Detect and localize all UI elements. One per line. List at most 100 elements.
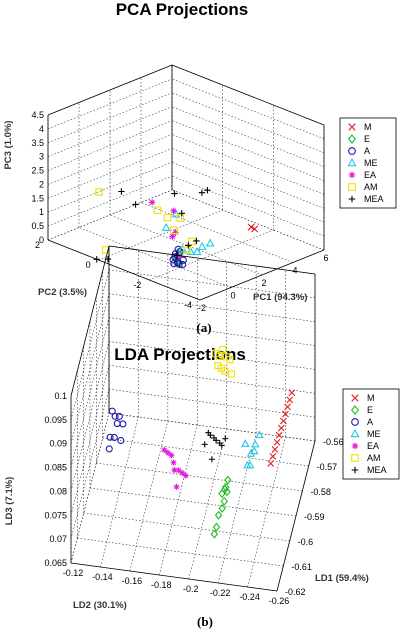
data-point-am bbox=[226, 355, 234, 364]
data-point-me bbox=[161, 222, 171, 231]
legend-label-am: AM bbox=[364, 182, 378, 192]
legend-marker-mea bbox=[348, 195, 356, 203]
legend-marker-am bbox=[351, 454, 359, 462]
data-point-mea bbox=[201, 441, 208, 448]
data-point-m bbox=[282, 410, 289, 418]
legend-label-ea: EA bbox=[367, 441, 379, 451]
z-tick-label: 0 bbox=[39, 235, 44, 245]
legend-marker-m bbox=[351, 394, 359, 402]
lda-chart: LDA Projections 0.065 0.07 0.075 0.08 0.085 0… bbox=[4, 245, 400, 629]
data-point-am bbox=[183, 246, 191, 255]
data-point-mea bbox=[198, 189, 206, 196]
legend-label-ea: EA bbox=[364, 170, 376, 180]
legend-marker-ea bbox=[348, 171, 356, 179]
z-tick-label: 0.095 bbox=[44, 415, 67, 425]
y-tick-label: -0.2 bbox=[183, 584, 199, 594]
data-point-ea bbox=[164, 449, 171, 456]
data-point-a bbox=[106, 433, 114, 441]
data-point-mea bbox=[185, 242, 192, 249]
x-tick-label: -0.59 bbox=[304, 512, 325, 522]
data-point-am bbox=[163, 213, 172, 222]
data-point-e bbox=[218, 489, 226, 499]
data-point-a bbox=[105, 445, 113, 453]
x-axis-label: PC1 (94.3%) bbox=[253, 292, 307, 303]
data-point-mea bbox=[171, 190, 178, 197]
data-point-am bbox=[153, 206, 162, 214]
data-point-ea bbox=[175, 252, 183, 260]
data-point-e bbox=[210, 529, 219, 539]
y-tick-label: 2 bbox=[35, 240, 40, 250]
legend-label-mea: MEA bbox=[364, 194, 384, 204]
data-point-me bbox=[245, 460, 255, 469]
y-tick-label: -0.18 bbox=[151, 580, 172, 590]
legend-marker-m bbox=[348, 123, 356, 131]
legend-marker-me bbox=[350, 428, 360, 438]
x-tick-label: -0.62 bbox=[285, 587, 306, 597]
x-tick-label: 4 bbox=[292, 266, 297, 276]
data-point-me bbox=[205, 238, 215, 247]
data-point-mea bbox=[207, 432, 214, 439]
data-point-mea bbox=[118, 188, 125, 195]
z-tick-label: 0.09 bbox=[49, 439, 67, 449]
legend-label-a: A bbox=[367, 417, 373, 427]
data-point-m bbox=[267, 460, 275, 467]
data-point-mea bbox=[218, 442, 225, 449]
data-point-ea bbox=[179, 469, 186, 476]
y-tick-label: 0 bbox=[86, 260, 91, 270]
legend-marker-a bbox=[348, 147, 356, 155]
data-point-me bbox=[192, 247, 202, 256]
data-point-ea bbox=[173, 483, 180, 490]
z-tick-label: 4.5 bbox=[31, 110, 44, 120]
data-point-m bbox=[275, 431, 283, 439]
legend-label-a: A bbox=[364, 146, 370, 156]
data-point-e bbox=[223, 487, 231, 497]
x-tick-label: 2 bbox=[261, 278, 266, 288]
legend-marker-mea bbox=[351, 466, 359, 474]
y-tick-label: -0.24 bbox=[239, 592, 260, 602]
lda-chart-panel: LDA Projections 0.065 0.07 0.075 0.08 0.085 0… bbox=[0, 245, 409, 637]
data-point-a bbox=[117, 436, 125, 445]
y-tick-label: -0.16 bbox=[122, 576, 143, 586]
z-tick-label: 1.5 bbox=[31, 193, 44, 203]
z-axis-label: PC3 (1.0%) bbox=[3, 120, 14, 169]
y-tick-label: -0.14 bbox=[92, 572, 113, 582]
data-point-a bbox=[108, 407, 116, 415]
z-tick-label: 3 bbox=[39, 152, 44, 162]
data-point-ea bbox=[175, 467, 182, 474]
y-tick-label: -0.22 bbox=[210, 588, 231, 598]
legend-label-m: M bbox=[367, 393, 375, 403]
data-point-ea bbox=[161, 447, 168, 454]
y-tick-label: -0.12 bbox=[63, 568, 84, 578]
data-point-a bbox=[175, 260, 183, 268]
data-point-mea bbox=[178, 210, 185, 217]
data-point-a bbox=[174, 245, 182, 254]
legend-marker-e bbox=[350, 405, 360, 415]
x-tick-label: -0.58 bbox=[310, 487, 331, 497]
data-point-me bbox=[241, 439, 250, 447]
x-tick-label: -0.56 bbox=[323, 437, 344, 447]
data-point-mea bbox=[208, 456, 215, 463]
data-point-m bbox=[286, 396, 294, 404]
data-point-mea bbox=[193, 237, 200, 245]
data-point-m bbox=[273, 438, 281, 446]
z-tick-label: 0.08 bbox=[49, 486, 67, 496]
data-point-ea bbox=[168, 452, 175, 459]
legend-label-me: ME bbox=[364, 158, 378, 168]
z-tick-label: 0.075 bbox=[44, 510, 67, 520]
data-point-e bbox=[222, 482, 230, 492]
data-point-am bbox=[215, 352, 223, 360]
z-tick-label: 0.085 bbox=[44, 463, 67, 473]
data-point-mea bbox=[204, 186, 211, 194]
data-point-me bbox=[250, 439, 260, 448]
z-tick-label: 2.5 bbox=[31, 166, 44, 176]
z-tick-label: 3.5 bbox=[31, 138, 44, 148]
y-tick-label: -0.26 bbox=[269, 596, 290, 606]
data-point-me bbox=[186, 246, 196, 255]
z-tick-label: 0.5 bbox=[31, 221, 44, 231]
data-point-m bbox=[271, 445, 279, 453]
data-point-am bbox=[214, 362, 222, 370]
x-tick-label: -2 bbox=[198, 303, 206, 313]
data-point-mea bbox=[93, 256, 100, 263]
pca-chart-panel: PCA Projections 0 0.5 1 1.5 2 2.5 3 3.5 4 4.5 -2 0 2… bbox=[3, 0, 397, 335]
data-point-a bbox=[178, 260, 187, 269]
